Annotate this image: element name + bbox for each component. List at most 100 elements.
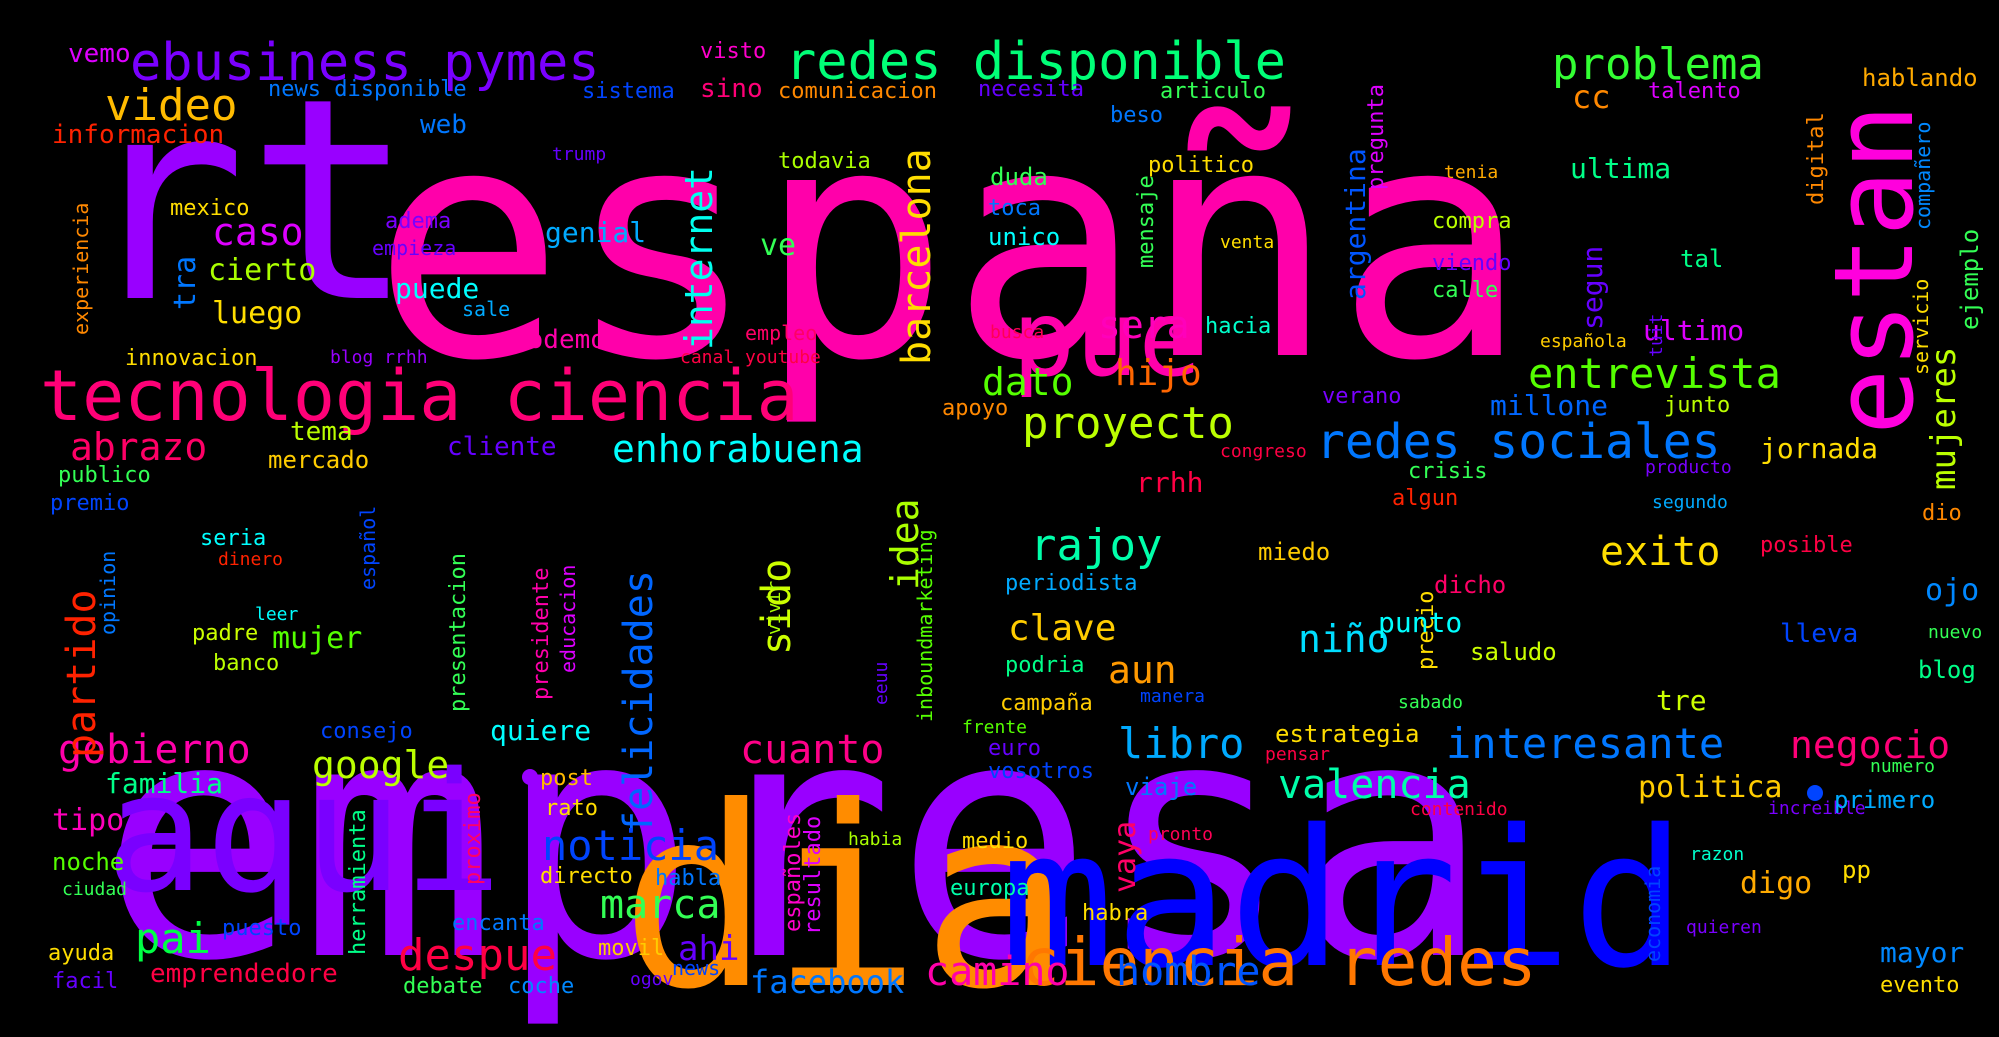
word-rt: rt [78, 39, 415, 365]
word-educacion: educacion [556, 565, 580, 673]
word-frente: frente [962, 717, 1027, 738]
word-economia: economia [1641, 866, 1665, 962]
word-ebusiness-pymes: ebusiness pymes [130, 33, 600, 93]
word-rato: rato [545, 796, 598, 821]
word-familia: familia [105, 767, 223, 800]
word-cc: cc [1572, 78, 1611, 116]
word-articulo: articulo [1160, 79, 1266, 104]
word-news: news [672, 956, 720, 980]
word-sabado: sabado [1398, 692, 1463, 713]
word-padre: padre [192, 621, 258, 646]
word-millone: millone [1490, 389, 1608, 422]
word-madrid: madrid [1000, 789, 1686, 1010]
word-pue: pue [1012, 278, 1202, 400]
word-resultado: resultado [801, 816, 826, 935]
word-inboundmarketing: inboundmarketing [913, 529, 937, 722]
word-producto: producto [1645, 457, 1732, 478]
word-debate: debate [403, 974, 482, 999]
word-primero: primero [1834, 786, 1935, 814]
word-informacion: informacion [52, 120, 224, 150]
word-tenia: tenia [1444, 162, 1498, 183]
word-video: video [105, 80, 237, 131]
word-mayor: mayor [1880, 936, 1964, 969]
word-tal: tal [1680, 245, 1723, 273]
word-habia: habia [848, 829, 902, 850]
word-leer: leer [255, 604, 299, 625]
word-congreso: congreso [1220, 441, 1307, 462]
word-exito: exito [1600, 529, 1720, 575]
word-google: google [312, 743, 449, 787]
word-eeuu: eeuu [871, 662, 892, 705]
word-blog: blog [1918, 656, 1976, 684]
word-felicidades: felicidades [616, 570, 662, 835]
word-europa: europa [950, 876, 1029, 901]
word-calle: calle [1432, 278, 1498, 303]
word-comunicacion: comunicacion [778, 79, 937, 104]
word-pronto: pronto [1148, 824, 1213, 845]
word-pregunta: pregunta [1364, 84, 1389, 190]
word-talento: talento [1648, 79, 1741, 104]
word-mercado: mercado [268, 446, 369, 474]
word-facil: facil [52, 969, 118, 994]
word-beso: beso [1110, 103, 1163, 128]
word-enhorabuena: enhorabuena [612, 427, 864, 471]
word-hablando: hablando [1862, 64, 1978, 92]
word-pp: pp [1842, 856, 1871, 884]
word-consejo: consejo [320, 719, 413, 744]
word-experiencia: experiencia [69, 203, 93, 335]
word-entrevista: entrevista [1528, 349, 1781, 398]
word-vosotros: vosotros [988, 759, 1094, 784]
word-pai: pai [135, 914, 211, 963]
word-proximo: proximo [461, 792, 486, 885]
word-encanta: encanta [452, 911, 545, 936]
word-compra: compra [1432, 209, 1511, 234]
word-coche: coche [508, 974, 574, 999]
word-opinion: opinion [96, 551, 120, 635]
word-marca: marca [600, 882, 720, 928]
word-aqui: aqui [105, 737, 502, 929]
word-mujeres: mujeres [1924, 347, 1964, 490]
word-banco: banco [213, 651, 279, 676]
word-verano: verano [1322, 384, 1401, 409]
word-espanola: española [1540, 331, 1627, 352]
word-medio: medio [962, 829, 1028, 854]
word-noche: noche [52, 848, 124, 876]
word-ultima: ultima [1570, 152, 1671, 185]
word-lleva: lleva [1780, 619, 1858, 649]
word-pensar: pensar [1265, 744, 1330, 765]
word-necesita: necesita [978, 77, 1084, 102]
word-cierto: cierto [208, 253, 316, 288]
word-periodista: periodista [1005, 571, 1137, 596]
word-numero: numero [1870, 756, 1935, 777]
word-increible: increible [1768, 798, 1866, 819]
word-ayuda: ayuda [48, 941, 114, 966]
word-hombre: hombre [1116, 949, 1261, 995]
word-segun: segun [1576, 246, 1609, 330]
word-empieza: empieza [372, 236, 456, 260]
word-estan: estan [1810, 104, 1938, 435]
word-espanol: español [356, 506, 380, 590]
word-jornada: jornada [1760, 432, 1878, 465]
word-venta: venta [1220, 232, 1274, 253]
word-ahi: ahi [678, 929, 739, 969]
word-quiere: quiere [490, 714, 591, 747]
word-companero: compañero [1911, 122, 1935, 230]
word-negocio: negocio [1790, 723, 1950, 767]
word-tuit: tuit [1646, 314, 1667, 357]
word-emprendedore: emprendedore [150, 959, 338, 989]
word-tre: tre [1656, 684, 1707, 717]
word-busca: busca [990, 322, 1044, 343]
word-barcelona: barcelona [894, 148, 940, 365]
word-dato: dato [982, 360, 1074, 404]
word-trump: trump [552, 144, 606, 165]
word-segundo: segundo [1652, 492, 1728, 513]
word-politica: politica [1638, 770, 1783, 805]
word-redes-disponible: redes disponible [785, 32, 1286, 92]
word-mensaje: mensaje [1134, 175, 1159, 268]
word-presentacion: presentacion [446, 553, 471, 712]
word-duda: duda [990, 163, 1048, 191]
word-digo: digo [1740, 866, 1812, 901]
word-unico: unico [988, 223, 1060, 251]
word-sera: sera [1098, 303, 1190, 347]
